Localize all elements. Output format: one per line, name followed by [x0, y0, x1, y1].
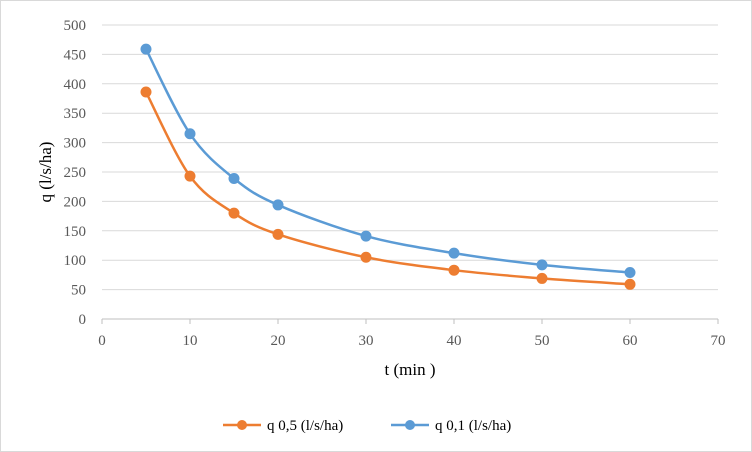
- series-2-point-60: [624, 267, 636, 279]
- x-tick-label-0: 0: [98, 333, 106, 349]
- y-tick-label-150: 150: [64, 224, 87, 240]
- series-1-point-15: [228, 207, 240, 219]
- series-2-point-10: [184, 128, 196, 140]
- series-1-point-5: [140, 86, 152, 98]
- x-tick-label-10: 10: [183, 333, 198, 349]
- series-2-point-15: [228, 172, 240, 184]
- y-tick-label-450: 450: [64, 47, 87, 63]
- series-1-point-50: [536, 272, 548, 284]
- series-2-point-40: [448, 247, 460, 259]
- y-axis-label: q (l/s/ha): [36, 142, 55, 203]
- y-tick-label-200: 200: [64, 194, 87, 210]
- y-tick-label-400: 400: [64, 77, 87, 93]
- series-1-point-30: [360, 251, 372, 263]
- legend: q 0,5 (l/s/ha) q 0,1 (l/s/ha): [223, 418, 511, 434]
- y-tick-label-250: 250: [64, 165, 87, 181]
- y-tick-label-100: 100: [64, 253, 87, 269]
- series-2-line: [144, 47, 632, 274]
- series-1-point-40: [448, 264, 460, 276]
- legend-series-2-marker: [405, 420, 415, 430]
- x-tick-label-70: 70: [711, 333, 726, 349]
- legend-series-1-label: q 0,5 (l/s/ha): [267, 418, 343, 434]
- series-1-point-20: [272, 228, 284, 240]
- y-tick-label-50: 50: [71, 283, 86, 299]
- y-tick-label-500: 500: [64, 18, 87, 34]
- legend-series-1-marker: [237, 420, 247, 430]
- series-2-point-50: [536, 259, 548, 271]
- series-2-point-20: [272, 199, 284, 211]
- x-tick-label-30: 30: [359, 333, 374, 349]
- y-tick-label-0: 0: [79, 312, 87, 328]
- series-markers: [140, 43, 636, 290]
- series-1-point-10: [184, 170, 196, 182]
- x-tick-label-20: 20: [271, 333, 286, 349]
- x-axis-label: t (min ): [385, 360, 436, 379]
- series-1-line: [144, 90, 632, 286]
- x-tick-label-50: 50: [535, 333, 550, 349]
- legend-series-2-label: q 0,1 (l/s/ha): [435, 418, 511, 434]
- gridlines: [102, 24, 718, 291]
- y-tick-label-350: 350: [64, 106, 87, 122]
- x-tick-label-60: 60: [623, 333, 638, 349]
- y-tick-label-300: 300: [64, 136, 87, 152]
- series-1-point-60: [624, 278, 636, 290]
- y-tick-labels: 0 50 100 150 200 250 300 350 400 450 500: [64, 18, 87, 328]
- series-2-point-5: [140, 43, 152, 55]
- x-tick-labels: 0 10 20 30 40 50 60 70: [98, 333, 725, 349]
- x-tick-label-40: 40: [447, 333, 462, 349]
- series-lines: [144, 47, 632, 286]
- axes: [101, 318, 719, 324]
- series-2-point-30: [360, 230, 372, 242]
